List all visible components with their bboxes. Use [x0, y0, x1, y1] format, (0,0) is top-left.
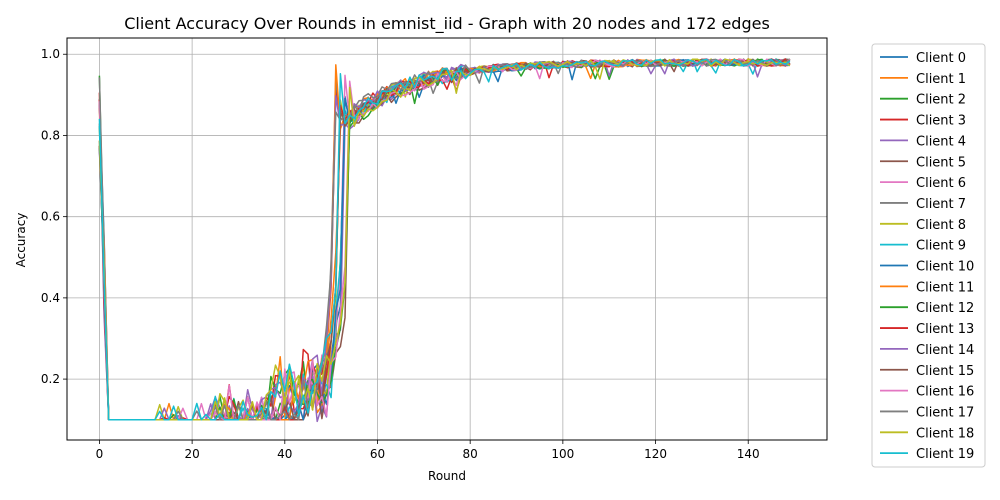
- x-tick-label: 40: [277, 447, 292, 461]
- legend-label: Client 14: [916, 343, 974, 358]
- series-line-client-15: [98, 58, 790, 421]
- plot-frame: [66, 37, 828, 441]
- series-line-client-10: [98, 58, 791, 421]
- grid-lines: [67, 38, 827, 440]
- series-line-client-13: [98, 58, 791, 421]
- legend-label: Client 13: [916, 322, 974, 337]
- axis-ticks: 0 20 40 60 80 100 120 140 0.2 0.4 0.6 0.8 1.0: [41, 47, 760, 461]
- y-tick-label: 0.8: [41, 128, 60, 142]
- legend-label: Client 6: [916, 176, 966, 191]
- series-line-client-18: [98, 58, 791, 421]
- series-line-client-16: [98, 58, 791, 421]
- legend-label: Client 5: [916, 155, 966, 170]
- legend-label: Client 18: [916, 426, 974, 441]
- series-line-client-4: [98, 58, 791, 423]
- legend-label: Client 7: [916, 197, 966, 212]
- series-line-client-12: [98, 58, 791, 421]
- series-line-client-7: [98, 58, 791, 421]
- x-tick-label: 120: [644, 447, 667, 461]
- series-line-client-8: [98, 58, 791, 421]
- series-line-client-5: [98, 58, 791, 421]
- y-tick-label: 1.0: [41, 47, 60, 61]
- legend-label: Client 16: [916, 385, 974, 400]
- legend-label: Client 10: [916, 260, 974, 275]
- x-tick-label: 140: [737, 447, 760, 461]
- legend-label: Client 1: [916, 72, 966, 87]
- legend-label: Client 12: [916, 301, 974, 316]
- y-tick-label: 0.4: [41, 291, 60, 305]
- legend-label: Client 3: [916, 114, 966, 129]
- series-line-client-17: [98, 58, 791, 421]
- legend-label: Client 0: [916, 51, 966, 66]
- series-lines: [98, 58, 791, 423]
- legend-label: Client 11: [916, 280, 974, 295]
- series-line-client-19: [98, 58, 791, 421]
- series-line-client-9: [98, 58, 790, 421]
- legend-label: Client 4: [916, 134, 966, 149]
- x-tick-label: 20: [184, 447, 199, 461]
- y-axis-label: Accuracy: [14, 213, 28, 268]
- series-line-client-1: [98, 58, 791, 421]
- x-tick-label: 80: [463, 447, 478, 461]
- series-line-client-11: [98, 58, 791, 421]
- chart-title: Client Accuracy Over Rounds in emnist_ii…: [124, 14, 770, 34]
- legend-label: Client 2: [916, 93, 966, 108]
- series-line-client-6: [98, 58, 790, 421]
- x-axis-label: Round: [428, 469, 466, 483]
- x-tick-label: 0: [96, 447, 104, 461]
- series-line-client-0: [98, 58, 791, 421]
- legend-label: Client 19: [916, 447, 974, 462]
- legend-label: Client 17: [916, 405, 974, 420]
- series-line-client-2: [98, 58, 791, 421]
- series-line-client-3: [98, 58, 790, 421]
- legend-label: Client 8: [916, 218, 966, 233]
- x-tick-label: 60: [370, 447, 385, 461]
- y-tick-label: 0.6: [41, 210, 60, 224]
- legend-box: [871, 43, 986, 468]
- legend: Client 0 Client 1 Client 2 Client 3 Client 4…: [871, 43, 986, 468]
- legend-label: Client 9: [916, 239, 966, 254]
- y-tick-label: 0.2: [41, 372, 60, 386]
- x-tick-label: 100: [551, 447, 574, 461]
- series-line-client-14: [98, 58, 791, 421]
- legend-label: Client 15: [916, 364, 974, 379]
